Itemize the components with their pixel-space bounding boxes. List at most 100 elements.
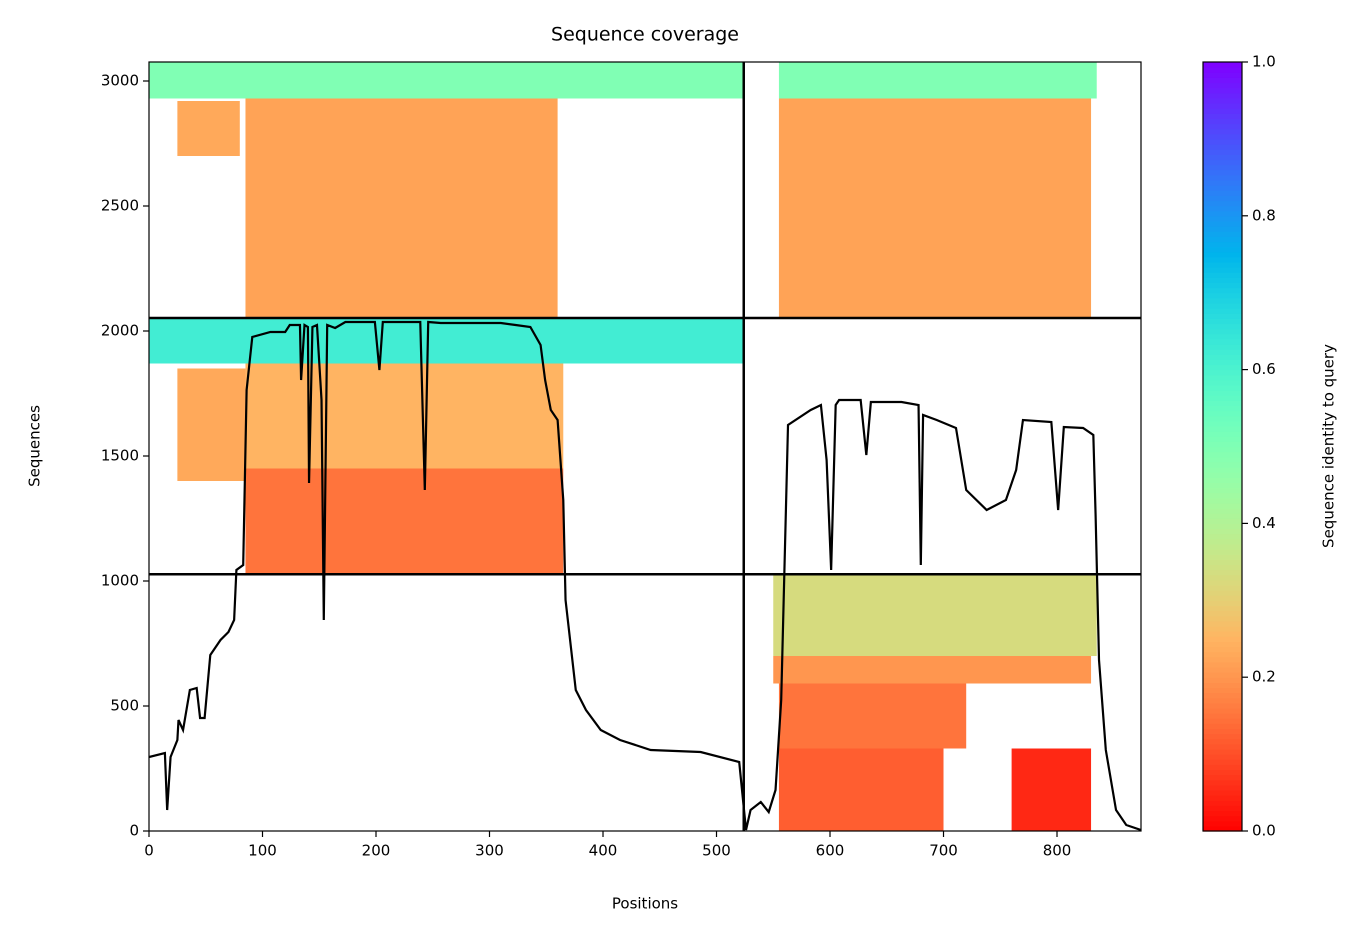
colorbar-segment <box>1203 333 1242 340</box>
colorbar-segment <box>1203 723 1242 730</box>
colorbar-segment <box>1203 764 1242 771</box>
colorbar-segment <box>1203 692 1242 699</box>
colorbar-segment <box>1203 313 1242 319</box>
colorbar-segment <box>1203 405 1242 412</box>
identity-block <box>245 98 558 318</box>
colorbar-frame <box>1202 61 1243 832</box>
colorbar-segment <box>1203 769 1242 776</box>
colorbar-segment <box>1203 446 1242 453</box>
colorbar-segment <box>1203 164 1242 171</box>
colorbar-segment <box>1203 261 1242 268</box>
colorbar-segment <box>1203 77 1242 84</box>
colorbar-segment <box>1203 246 1242 253</box>
colorbar-segment <box>1203 149 1242 155</box>
colorbar-segment <box>1203 349 1242 355</box>
y-tick-label: 0 <box>129 822 139 840</box>
x-tick-label: 700 <box>929 842 958 860</box>
colorbar-tick-label: 0.8 <box>1252 206 1276 224</box>
colorbar-segment <box>1203 508 1242 514</box>
colorbar-segment <box>1203 287 1242 294</box>
colorbar-segment <box>1203 748 1242 755</box>
colorbar-segment <box>1203 502 1242 509</box>
colorbar-segment <box>1203 559 1242 566</box>
colorbar-segment <box>1203 666 1242 673</box>
colorbar-segment <box>1203 584 1242 591</box>
colorbar-segment <box>1203 364 1242 371</box>
colorbar-segment <box>1203 251 1242 258</box>
colorbar-segment <box>1203 226 1242 232</box>
colorbar-segment <box>1203 646 1242 653</box>
colorbar-segment <box>1203 97 1242 104</box>
x-tick-label: 300 <box>475 842 504 860</box>
colorbar-segment <box>1203 108 1242 114</box>
colorbar-segment <box>1203 308 1242 314</box>
identity-block <box>177 101 240 156</box>
colorbar-segment <box>1203 441 1242 448</box>
colorbar-segment <box>1203 415 1242 422</box>
y-tick-label: 500 <box>110 697 139 715</box>
colorbar-segment <box>1203 215 1242 222</box>
colorbar-segment <box>1203 200 1242 207</box>
colorbar-segment <box>1203 395 1242 401</box>
colorbar-segment <box>1203 564 1242 571</box>
colorbar-segment <box>1203 784 1242 791</box>
colorbar-segment <box>1203 205 1242 212</box>
colorbar-segment <box>1203 272 1242 278</box>
colorbar-tick-label: 0.6 <box>1252 360 1276 378</box>
x-tick-label: 600 <box>816 842 845 860</box>
colorbar-segment <box>1203 492 1242 499</box>
identity-block <box>149 62 744 99</box>
colorbar-segment <box>1203 774 1242 781</box>
identity-block <box>778 748 944 831</box>
colorbar-segment <box>1203 390 1242 396</box>
colorbar-segment <box>1203 713 1242 719</box>
colorbar-segment <box>1203 641 1242 648</box>
colorbar-segment <box>1203 754 1242 760</box>
identity-block <box>149 318 744 364</box>
y-tick-label: 1500 <box>101 447 139 465</box>
colorbar-tick-label: 0.4 <box>1252 514 1276 532</box>
coverage-line <box>149 320 1141 831</box>
identity-block <box>773 574 1097 656</box>
colorbar-segment <box>1203 795 1242 801</box>
colorbar-segment <box>1203 651 1242 658</box>
colorbar-segment <box>1203 595 1242 601</box>
colorbar-segment <box>1203 72 1242 78</box>
colorbar-segment <box>1203 379 1242 386</box>
colorbar-segment <box>1203 631 1242 637</box>
colorbar-segment <box>1203 661 1242 668</box>
colorbar-segment <box>1203 118 1242 125</box>
colorbar-segment <box>1203 707 1242 714</box>
chart-title: Sequence coverage <box>551 24 739 46</box>
colorbar-segment <box>1203 472 1242 478</box>
colorbar-segment <box>1203 425 1242 432</box>
colorbar-segment <box>1203 169 1242 176</box>
colorbar-segment <box>1203 759 1242 765</box>
colorbar-segment <box>1203 554 1242 560</box>
colorbar-segment <box>1203 672 1242 678</box>
colorbar-segment <box>1203 236 1242 243</box>
colorbar-segment <box>1203 533 1242 540</box>
colorbar-segment <box>1203 600 1242 607</box>
colorbar-segment <box>1203 138 1242 145</box>
colorbar-segment <box>1203 328 1242 335</box>
colorbar-segment <box>1203 800 1242 806</box>
colorbar-segment <box>1203 241 1242 248</box>
colorbar-segment <box>1203 113 1242 119</box>
colorbar-segment <box>1203 92 1242 99</box>
colorbar-segment <box>1203 436 1242 442</box>
identity-block <box>778 98 1092 318</box>
heatmap <box>149 62 1097 831</box>
colorbar-segment <box>1203 702 1242 709</box>
colorbar-segment <box>1203 210 1242 217</box>
colorbar-segment <box>1203 277 1242 284</box>
colorbar-segment <box>1203 220 1242 227</box>
identity-block <box>778 683 967 749</box>
colorbar-segment <box>1203 789 1242 796</box>
colorbar-segment <box>1203 154 1242 161</box>
colorbar-segment <box>1203 297 1242 304</box>
colorbar-segment <box>1203 820 1242 827</box>
y-tick-label: 3000 <box>101 72 139 90</box>
colorbar-segment <box>1203 185 1242 191</box>
